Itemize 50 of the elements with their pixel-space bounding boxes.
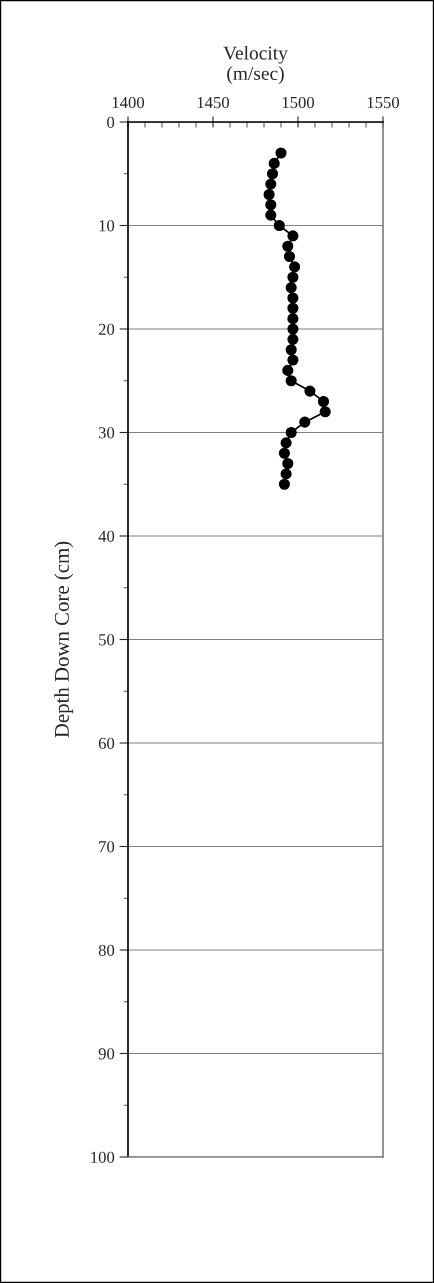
point	[287, 323, 299, 335]
point	[285, 375, 297, 387]
point	[285, 344, 297, 356]
point	[282, 364, 294, 376]
point	[280, 437, 292, 449]
point	[265, 199, 277, 211]
point	[278, 478, 290, 490]
point	[287, 292, 299, 304]
x-tick-label: 1400	[112, 96, 145, 109]
point	[268, 157, 280, 169]
point	[319, 406, 331, 418]
point	[285, 282, 297, 294]
point	[285, 426, 297, 439]
y-tick-label: 10	[99, 220, 115, 232]
x-tick-label: 1500	[282, 96, 315, 109]
y-tick-label: 80	[98, 944, 115, 956]
point	[266, 168, 279, 180]
y-tick-label: 60	[98, 737, 115, 749]
point	[283, 250, 296, 263]
point	[282, 240, 294, 252]
y-tick-label: 50	[99, 634, 115, 646]
point	[287, 230, 299, 242]
y-tick-label: 70	[99, 841, 115, 853]
y-tick-label: 40	[98, 530, 115, 542]
point	[280, 468, 292, 480]
point	[265, 209, 277, 221]
point	[289, 261, 301, 273]
y-axis-title: Depth Down Core (cm)	[54, 541, 74, 738]
x-tick-label: 1450	[197, 96, 230, 109]
point	[263, 188, 275, 201]
x-tick-label: 1550	[367, 96, 400, 109]
y-tick-label: 90	[98, 1048, 115, 1060]
point	[287, 333, 299, 345]
y-tick-label: 100	[91, 1151, 115, 1163]
y-tick-label: 0	[107, 116, 115, 128]
point	[273, 219, 285, 232]
point	[304, 385, 316, 397]
point	[278, 447, 290, 459]
point	[287, 313, 299, 325]
point	[282, 457, 294, 470]
point	[287, 271, 299, 283]
point	[287, 302, 299, 314]
point	[317, 395, 330, 408]
y-tick-label: 20	[98, 323, 115, 335]
point	[275, 147, 287, 159]
point	[287, 354, 299, 366]
x-axis-title: Velocity (m/sec)	[223, 45, 288, 84]
y-tick-label: 30	[98, 427, 115, 439]
point	[299, 416, 311, 428]
point	[265, 178, 277, 190]
